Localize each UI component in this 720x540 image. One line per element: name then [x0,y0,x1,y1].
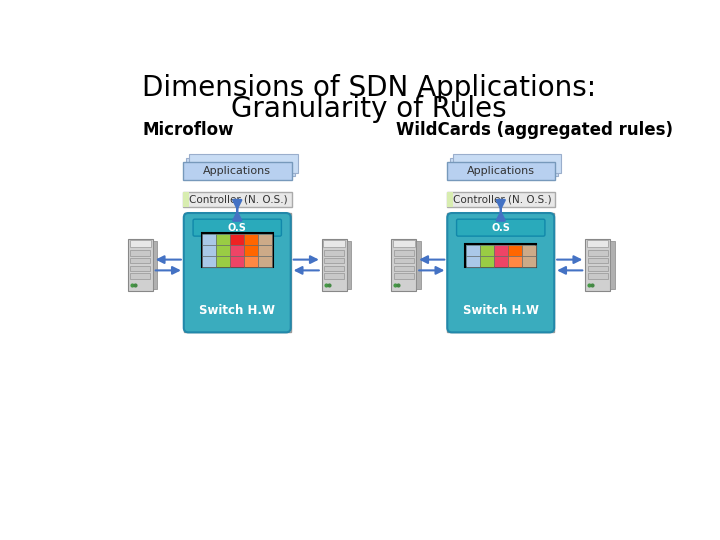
FancyBboxPatch shape [130,258,150,264]
Text: Microflow: Microflow [143,122,234,139]
Bar [258,234,272,245]
Bar [230,234,244,245]
FancyBboxPatch shape [456,219,545,236]
FancyBboxPatch shape [324,273,344,279]
Text: O.S: O.S [491,222,510,233]
Bar [480,256,494,267]
Text: O.S: O.S [228,222,247,233]
FancyBboxPatch shape [588,258,608,264]
Bar [230,256,244,267]
Bar [230,245,244,256]
FancyBboxPatch shape [184,213,291,333]
Bar [189,154,297,173]
FancyBboxPatch shape [324,266,344,271]
Text: WildCards (aggregated rules): WildCards (aggregated rules) [396,122,673,139]
FancyBboxPatch shape [394,273,414,279]
Bar [183,162,292,180]
Bar [522,256,536,267]
FancyBboxPatch shape [193,219,282,236]
Bar [258,256,272,267]
Bar [216,245,230,256]
FancyBboxPatch shape [130,240,151,247]
FancyBboxPatch shape [322,239,346,291]
Bar [186,158,294,177]
FancyBboxPatch shape [394,251,414,256]
Bar [202,233,273,267]
Bar [494,256,508,267]
Bar [447,213,554,333]
FancyBboxPatch shape [588,273,608,279]
Bar [446,192,555,207]
FancyBboxPatch shape [416,241,421,289]
Text: Applications: Applications [467,166,535,176]
Text: Granularity of Rules: Granularity of Rules [231,96,507,124]
Bar [244,256,258,267]
Bar [508,245,522,256]
FancyBboxPatch shape [323,240,345,247]
FancyBboxPatch shape [585,239,610,291]
Bar [453,154,561,173]
FancyBboxPatch shape [588,266,608,271]
FancyBboxPatch shape [130,251,150,256]
FancyBboxPatch shape [392,239,416,291]
Text: Applications: Applications [203,166,271,176]
FancyBboxPatch shape [130,273,150,279]
Bar [466,245,480,256]
Bar [508,256,522,267]
FancyBboxPatch shape [587,240,608,247]
Bar [244,245,258,256]
Bar [466,256,480,267]
FancyBboxPatch shape [130,266,150,271]
FancyBboxPatch shape [588,251,608,256]
Bar [184,213,291,333]
Bar [480,245,494,256]
Bar [465,244,536,267]
Bar [183,192,292,207]
Bar [202,245,216,256]
Bar [494,245,508,256]
FancyBboxPatch shape [394,258,414,264]
Bar [216,256,230,267]
FancyBboxPatch shape [324,258,344,264]
Text: Dimensions of SDN Applications:: Dimensions of SDN Applications: [142,74,596,102]
Text: Switch H.W: Switch H.W [199,305,275,318]
Bar [202,234,216,245]
Bar [446,162,555,180]
Bar [202,256,216,267]
FancyBboxPatch shape [346,241,351,289]
Text: Controller (N. O.S.): Controller (N. O.S.) [453,194,552,205]
FancyBboxPatch shape [447,213,554,333]
FancyBboxPatch shape [394,266,414,271]
Text: Switch H.W: Switch H.W [463,305,539,318]
Bar [522,245,536,256]
Bar [216,234,230,245]
Bar [183,192,189,207]
FancyBboxPatch shape [153,241,158,289]
FancyBboxPatch shape [393,240,415,247]
Bar [449,158,558,177]
FancyBboxPatch shape [610,241,615,289]
FancyBboxPatch shape [324,251,344,256]
Text: Controller (N. O.S.): Controller (N. O.S.) [189,194,288,205]
Bar [244,234,258,245]
Bar [446,192,453,207]
Bar [258,245,272,256]
FancyBboxPatch shape [128,239,153,291]
